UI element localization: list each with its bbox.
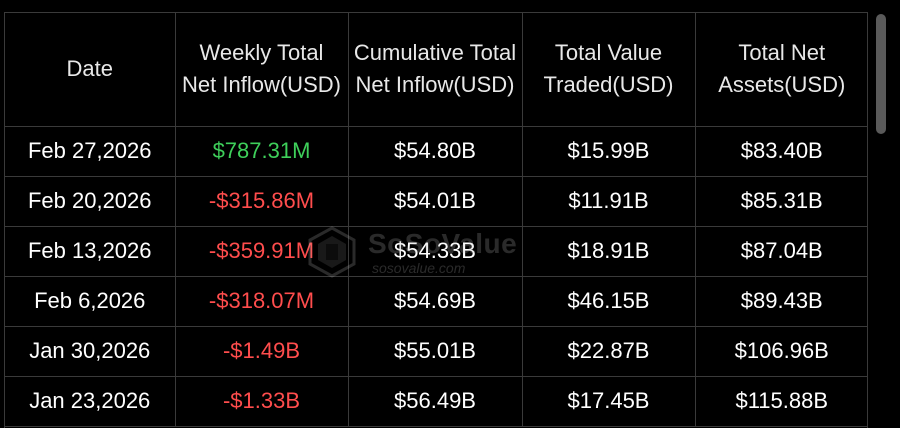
cell-date: Feb 13,2026	[5, 226, 176, 277]
header-total-net-assets[interactable]: Total Net Assets(USD)	[695, 13, 867, 127]
cell-date: Jan 23,2026	[5, 376, 176, 427]
cell-total-net-assets: $89.43B	[695, 276, 867, 327]
cell-date: Feb 20,2026	[5, 176, 176, 227]
cell-cumulative-net-inflow: $56.49B	[348, 376, 523, 427]
table-row: Feb 13,2026 -$359.91M $54.33B $18.91B $8…	[5, 226, 867, 277]
cell-date: Feb 27,2026	[5, 126, 176, 177]
cell-cumulative-net-inflow: $54.80B	[348, 126, 523, 177]
table-row: Jan 30,2026 -$1.49B $55.01B $22.87B $106…	[5, 326, 867, 377]
cell-total-net-assets: $115.88B	[695, 376, 867, 427]
cell-cumulative-net-inflow: $54.33B	[348, 226, 523, 277]
cell-weekly-net-inflow: -$359.91M	[175, 226, 349, 277]
header-cumulative-net-inflow[interactable]: Cumulative Total Net Inflow(USD)	[348, 13, 523, 127]
etf-flows-table: Date Weekly Total Net Inflow(USD) Cumula…	[5, 13, 867, 427]
cell-total-value-traded: $46.15B	[522, 276, 696, 327]
table-row: Jan 23,2026 -$1.33B $56.49B $17.45B $115…	[5, 376, 867, 427]
cell-total-net-assets: $106.96B	[695, 326, 867, 377]
cell-date: Feb 6,2026	[5, 276, 176, 327]
table-frame: Date Weekly Total Net Inflow(USD) Cumula…	[4, 12, 868, 428]
header-weekly-net-inflow[interactable]: Weekly Total Net Inflow(USD)	[175, 13, 349, 127]
cell-cumulative-net-inflow: $54.01B	[348, 176, 523, 227]
cell-total-value-traded: $17.45B	[522, 376, 696, 427]
table-row: Feb 27,2026 $787.31M $54.80B $15.99B $83…	[5, 126, 867, 177]
cell-weekly-net-inflow: -$1.49B	[175, 326, 349, 377]
table-header-row: Date Weekly Total Net Inflow(USD) Cumula…	[5, 13, 867, 127]
cell-total-value-traded: $18.91B	[522, 226, 696, 277]
cell-weekly-net-inflow: -$1.33B	[175, 376, 349, 427]
cell-weekly-net-inflow: -$315.86M	[175, 176, 349, 227]
table-row: Feb 6,2026 -$318.07M $54.69B $46.15B $89…	[5, 276, 867, 327]
scrollbar-thumb[interactable]	[876, 14, 886, 134]
table-row: Feb 20,2026 -$315.86M $54.01B $11.91B $8…	[5, 176, 867, 227]
cell-total-net-assets: $87.04B	[695, 226, 867, 277]
cell-weekly-net-inflow: -$318.07M	[175, 276, 349, 327]
header-total-value-traded[interactable]: Total Value Traded(USD)	[522, 13, 696, 127]
cell-total-value-traded: $15.99B	[522, 126, 696, 177]
cell-weekly-net-inflow: $787.31M	[175, 126, 349, 177]
cell-total-net-assets: $85.31B	[695, 176, 867, 227]
cell-cumulative-net-inflow: $55.01B	[348, 326, 523, 377]
cell-total-net-assets: $83.40B	[695, 126, 867, 177]
cell-date: Jan 30,2026	[5, 326, 176, 377]
header-date[interactable]: Date	[5, 13, 176, 127]
cell-cumulative-net-inflow: $54.69B	[348, 276, 523, 327]
vertical-scrollbar[interactable]	[876, 14, 886, 428]
cell-total-value-traded: $11.91B	[522, 176, 696, 227]
cell-total-value-traded: $22.87B	[522, 326, 696, 377]
